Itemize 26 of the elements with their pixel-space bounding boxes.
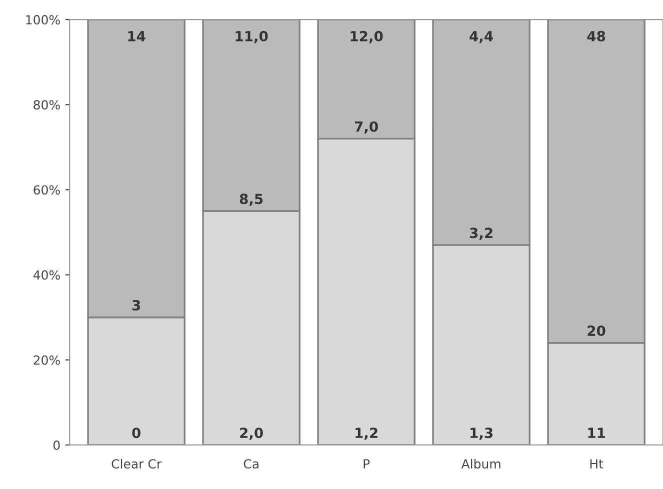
annotation: 48 bbox=[587, 30, 606, 42]
annotation: 1,2 bbox=[356, 428, 378, 440]
annotation: 4,4 bbox=[470, 31, 493, 44]
y-tick-label: 100% bbox=[26, 15, 60, 24]
annotation: 12,0 bbox=[350, 30, 383, 44]
annotation: 3,2 bbox=[470, 228, 492, 240]
annotation: 8,5 bbox=[240, 194, 263, 206]
x-tick-label: Ht bbox=[590, 459, 604, 468]
annotation: 20 bbox=[588, 326, 606, 336]
annotation: 7,0 bbox=[354, 121, 378, 134]
y-tick-label: 60% bbox=[34, 185, 60, 195]
x-tick-label: Ca bbox=[244, 459, 258, 469]
annotation: 14 bbox=[128, 31, 146, 42]
y-tick-label: 0 bbox=[53, 440, 60, 450]
annotation: 11,0 bbox=[236, 30, 268, 44]
x-tick-label: Album bbox=[461, 458, 500, 469]
annotation: 0 bbox=[132, 428, 140, 438]
annotation: 11 bbox=[588, 428, 606, 438]
annotation: 1,3 bbox=[470, 428, 492, 440]
annotation: 3 bbox=[132, 300, 140, 311]
y-tick-label: 20% bbox=[34, 355, 60, 365]
x-tick-label: P bbox=[364, 459, 370, 468]
y-tick-label: 80% bbox=[34, 100, 60, 110]
x-tick-label: Clear Cr bbox=[112, 458, 162, 469]
annotation: 2,0 bbox=[240, 428, 263, 440]
y-tick-label: 40% bbox=[33, 270, 60, 280]
